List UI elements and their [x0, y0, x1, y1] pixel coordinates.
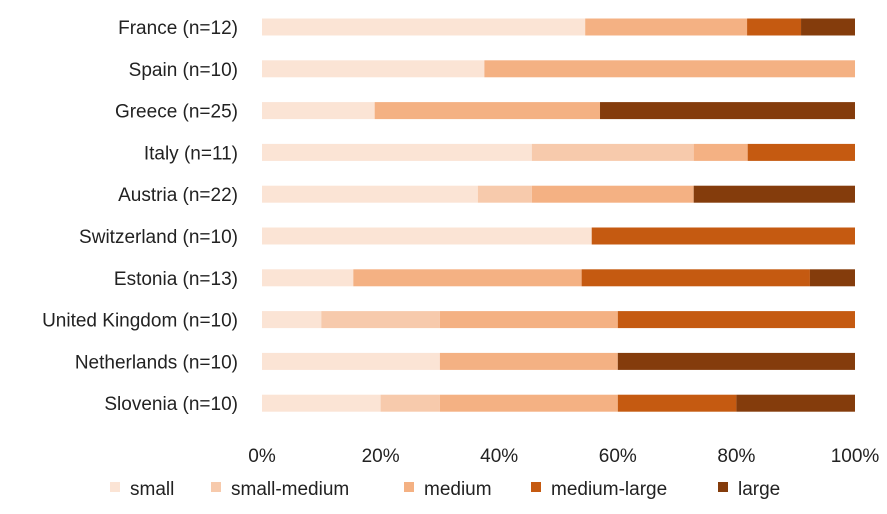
- bar-segment: [353, 269, 582, 287]
- bar-segment: [374, 102, 601, 120]
- bars-layer: [262, 18, 856, 412]
- legend-label: medium-large: [551, 479, 667, 500]
- category-label: Switzerland (n=10): [79, 227, 238, 248]
- category-label: Estonia (n=13): [114, 269, 238, 290]
- legend-label: small: [130, 479, 174, 500]
- legend: small small-medium medium medium-large large: [110, 479, 780, 500]
- bar-segment: [693, 185, 855, 203]
- bar-segment: [262, 352, 440, 370]
- category-label: Netherlands (n=10): [75, 352, 238, 373]
- legend-label: small-medium: [231, 479, 349, 500]
- bar-segment: [439, 352, 618, 370]
- bar-segment: [484, 60, 856, 78]
- bar-segment: [262, 102, 375, 120]
- category-label: United Kingdom (n=10): [42, 311, 238, 332]
- bar-segment: [591, 227, 855, 245]
- bar-segment: [617, 311, 855, 329]
- x-tick-label: 80%: [717, 446, 755, 467]
- x-tick-label: 20%: [362, 446, 400, 467]
- bar-segment: [581, 269, 810, 287]
- x-tick-label: 0%: [248, 446, 276, 467]
- bar-segment: [262, 394, 381, 412]
- x-tick-label: 40%: [480, 446, 518, 467]
- legend-swatch: [404, 482, 414, 492]
- bar-segment: [747, 143, 855, 161]
- bar-segment: [531, 185, 694, 203]
- x-tick-label: 100%: [831, 446, 880, 467]
- bar-segment: [439, 311, 618, 329]
- category-label: Greece (n=25): [115, 102, 238, 123]
- bar-segment: [262, 227, 592, 245]
- category-labels: France (n=12) Spain (n=10) Greece (n=25) It…: [42, 18, 238, 415]
- bar-segment: [380, 394, 440, 412]
- bar-segment: [617, 394, 737, 412]
- bar-segment: [585, 18, 748, 36]
- bar-segment: [693, 143, 748, 161]
- legend-swatch: [531, 482, 541, 492]
- category-label: Austria (n=22): [118, 185, 238, 206]
- bar-segment: [262, 143, 532, 161]
- category-label: Italy (n=11): [144, 143, 238, 164]
- legend-label: medium: [424, 479, 492, 500]
- legend-swatch: [211, 482, 221, 492]
- bar-segment: [321, 311, 440, 329]
- legend-label: large: [738, 479, 780, 500]
- category-label: Slovenia (n=10): [104, 394, 238, 415]
- bar-segment: [439, 394, 618, 412]
- legend-swatch: [110, 482, 120, 492]
- category-label: Spain (n=10): [129, 60, 238, 81]
- bar-segment: [262, 311, 322, 329]
- bar-segment: [600, 102, 855, 120]
- bar-segment: [531, 143, 694, 161]
- bar-segment: [477, 185, 532, 203]
- bar-segment: [262, 269, 354, 287]
- bar-segment: [809, 269, 855, 287]
- bar-segment: [736, 394, 855, 412]
- bar-segment: [262, 185, 478, 203]
- bar-segment: [262, 60, 485, 78]
- legend-swatch: [718, 482, 728, 492]
- bar-segment: [801, 18, 855, 36]
- bar-segment: [617, 352, 855, 370]
- bar-segment: [747, 18, 802, 36]
- category-label: France (n=12): [118, 18, 238, 39]
- bar-segment: [262, 18, 586, 36]
- x-axis-ticks: 0% 20% 40% 60% 80% 100%: [248, 446, 879, 467]
- x-tick-label: 60%: [599, 446, 637, 467]
